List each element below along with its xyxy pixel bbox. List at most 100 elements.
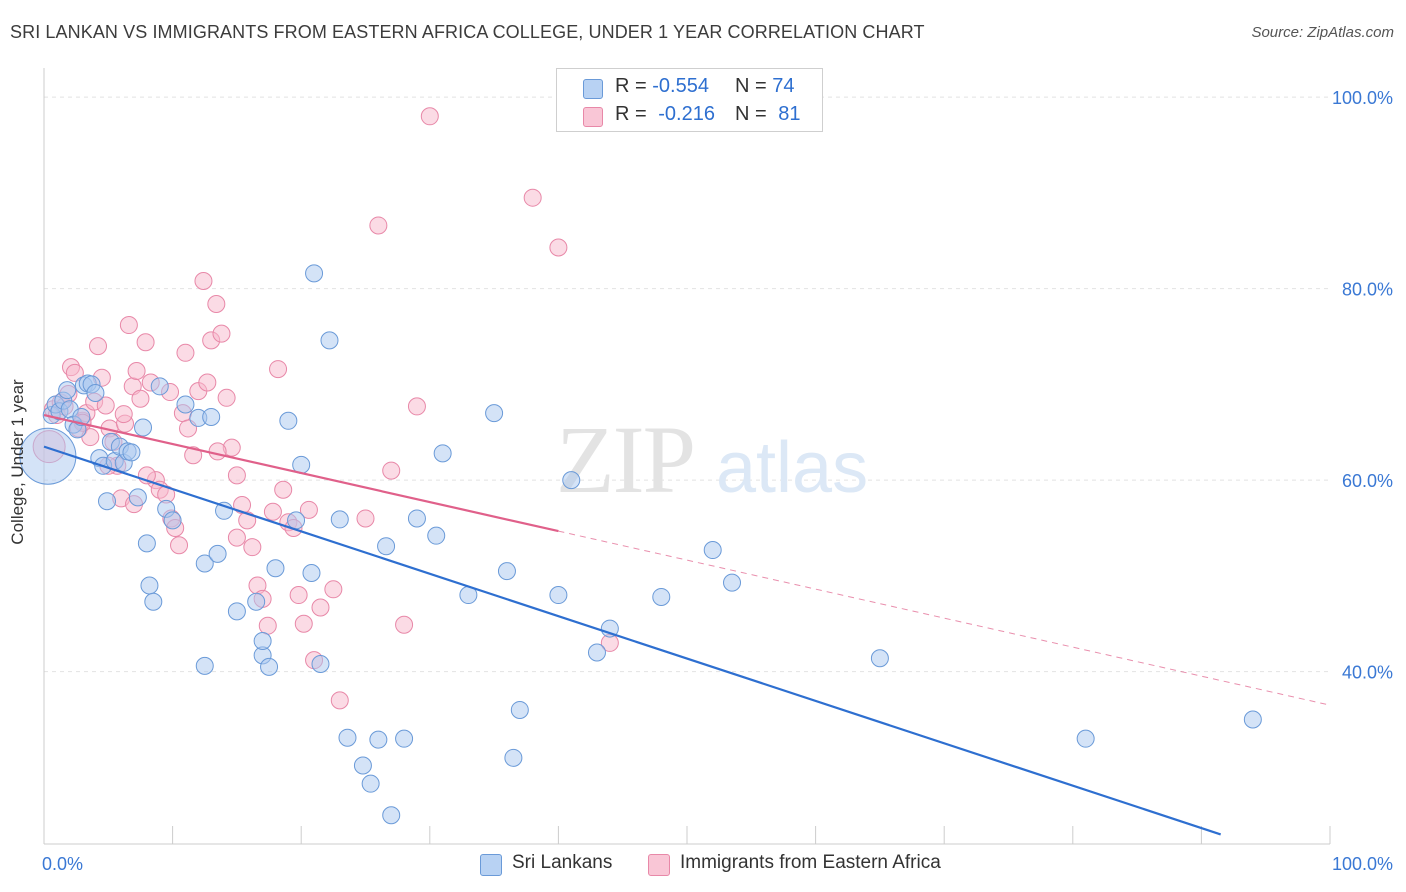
pink-point bbox=[274, 480, 293, 499]
bottom-legend-swatch-pink bbox=[648, 854, 670, 876]
blue-point bbox=[163, 511, 182, 530]
blue-point bbox=[320, 331, 339, 350]
y-axis-label: College, Under 1 year bbox=[8, 379, 27, 545]
pink-point bbox=[549, 238, 568, 257]
blue-point bbox=[427, 526, 446, 545]
blue-point bbox=[128, 488, 147, 507]
blue-point bbox=[723, 573, 742, 592]
pink-point bbox=[207, 294, 226, 313]
pink-point bbox=[198, 373, 217, 392]
legend-n-value-pink: 81 bbox=[778, 103, 801, 125]
legend-n-label: N = bbox=[735, 103, 773, 125]
pink-point bbox=[356, 509, 375, 528]
blue-point bbox=[652, 587, 671, 606]
pink-point bbox=[131, 389, 150, 408]
blue-point bbox=[266, 559, 285, 578]
blue-point bbox=[549, 586, 568, 605]
pink-point bbox=[382, 461, 401, 480]
pink-point bbox=[311, 598, 330, 617]
legend-n-value-blue: 74 bbox=[772, 75, 795, 97]
blue-point bbox=[227, 602, 246, 621]
pink-point bbox=[407, 397, 426, 416]
legend-swatch-blue bbox=[583, 79, 603, 99]
pink-point bbox=[176, 343, 195, 362]
pink-point bbox=[114, 405, 133, 424]
blue-point bbox=[338, 728, 357, 747]
bottom-legend-swatch-blue bbox=[480, 854, 502, 876]
pink-point bbox=[208, 442, 227, 461]
pink-point bbox=[194, 271, 213, 290]
bottom-legend-label-pink: Immigrants from Eastern Africa bbox=[680, 852, 941, 873]
y-tick-label: 40.0% bbox=[1342, 663, 1393, 683]
bottom-legend-label-blue: Sri Lankans bbox=[512, 852, 613, 873]
legend-r-value-pink: -0.216 bbox=[658, 103, 715, 125]
blue-point bbox=[195, 554, 214, 573]
blue-point bbox=[870, 649, 889, 668]
pink-point bbox=[119, 316, 138, 335]
blue-point bbox=[510, 700, 529, 719]
blue-point bbox=[433, 444, 452, 463]
pink-point bbox=[299, 500, 318, 519]
pink-point bbox=[217, 388, 236, 407]
blue-point bbox=[287, 511, 306, 530]
y-tick-label: 100.0% bbox=[1332, 88, 1393, 108]
legend-n-label: N = bbox=[735, 75, 773, 97]
blue-point bbox=[485, 404, 504, 423]
pink-point bbox=[96, 396, 115, 415]
blue-point bbox=[253, 632, 272, 651]
pink-point bbox=[330, 691, 349, 710]
pink-point bbox=[136, 333, 155, 352]
pink-point bbox=[184, 446, 203, 465]
blue-point bbox=[19, 427, 77, 485]
watermark: ZIP atlas bbox=[556, 406, 868, 513]
tick-labels: 40.0% 60.0% 80.0% 100.0% 0.0% 100.0% bbox=[42, 88, 1393, 874]
watermark-atlas: atlas bbox=[716, 428, 868, 508]
blue-point bbox=[497, 562, 516, 581]
blue-point bbox=[504, 748, 523, 767]
blue-point bbox=[311, 654, 330, 673]
pink-point bbox=[212, 324, 231, 343]
y-tick-label: 60.0% bbox=[1342, 471, 1393, 491]
blue-point bbox=[86, 384, 105, 403]
pink-point bbox=[243, 538, 262, 557]
blue-point bbox=[202, 407, 221, 426]
pink-point bbox=[227, 466, 246, 485]
blue-point bbox=[369, 730, 388, 749]
blue-point bbox=[140, 576, 159, 595]
pink-point bbox=[269, 360, 288, 379]
pink-point bbox=[369, 216, 388, 235]
chart-title: SRI LANKAN VS IMMIGRANTS FROM EASTERN AF… bbox=[10, 22, 925, 42]
blue-point bbox=[247, 592, 266, 611]
blue-trend-line bbox=[43, 445, 1222, 836]
pink-points bbox=[32, 107, 619, 710]
blue-point bbox=[1243, 710, 1262, 729]
blue-point bbox=[302, 564, 321, 583]
blue-point bbox=[377, 537, 396, 556]
blue-point bbox=[58, 381, 77, 400]
blue-point bbox=[260, 657, 279, 676]
legend-r-value-blue: -0.554 bbox=[652, 75, 709, 97]
blue-point bbox=[361, 774, 380, 793]
blue-point bbox=[137, 534, 156, 553]
pink-point bbox=[523, 188, 542, 207]
blue-point bbox=[122, 443, 141, 462]
blue-point bbox=[176, 395, 195, 414]
blue-point bbox=[1076, 729, 1095, 748]
blue-point bbox=[134, 418, 153, 437]
pink-point bbox=[324, 580, 343, 599]
pink-point bbox=[258, 616, 277, 635]
grid-lines bbox=[44, 96, 1330, 673]
y-tick-label: 80.0% bbox=[1342, 280, 1393, 300]
blue-point bbox=[382, 806, 401, 825]
blue-point bbox=[330, 510, 349, 529]
blue-point bbox=[98, 492, 117, 511]
pink-point bbox=[65, 363, 84, 382]
blue-point bbox=[195, 656, 214, 675]
correlation-legend: R = -0.554 N = 74 R = -0.216 N = 81 bbox=[556, 68, 823, 132]
pink-point bbox=[170, 536, 189, 555]
pink-point bbox=[289, 586, 308, 605]
x-tick-label: 0.0% bbox=[42, 854, 83, 874]
pink-point bbox=[294, 614, 313, 633]
blue-point bbox=[208, 544, 227, 563]
